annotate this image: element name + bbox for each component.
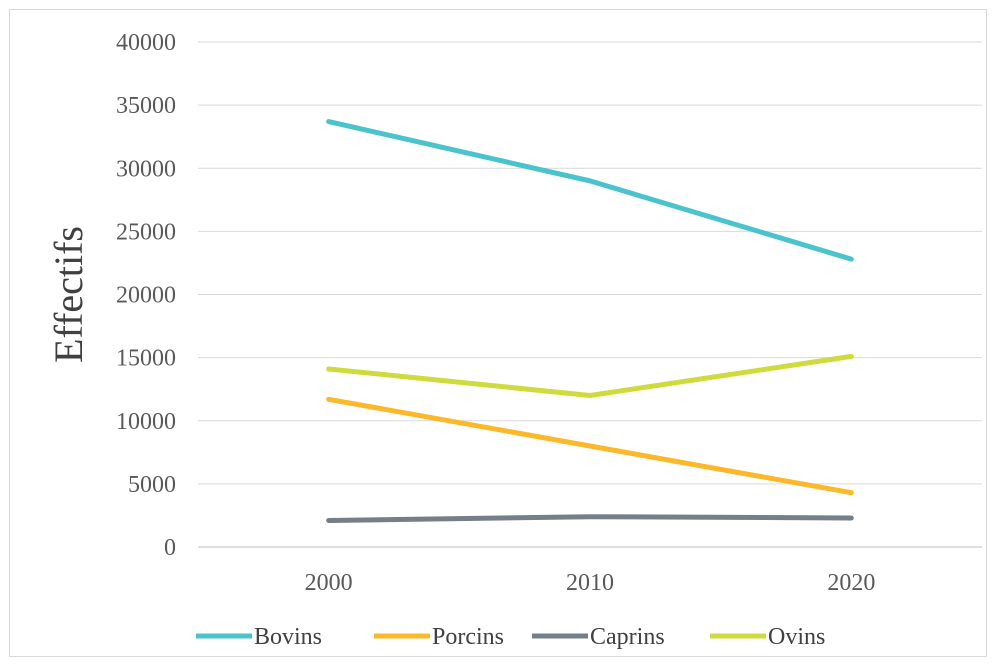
legend-label-bovins: Bovins: [254, 624, 322, 650]
legend-label-caprins: Caprins: [590, 624, 665, 650]
y-tick-label: 40000: [116, 30, 176, 56]
chart-frame: [9, 9, 987, 657]
gridlines: [198, 41, 982, 548]
y-tick-label: 30000: [116, 156, 176, 182]
series-line-bovins: [326, 119, 854, 262]
series-lines: [326, 119, 854, 523]
y-tick-label: 15000: [116, 346, 176, 372]
y-tick-label: 0: [164, 535, 176, 561]
y-tick-label: 20000: [116, 283, 176, 309]
legend-label-porcins: Porcins: [432, 624, 504, 650]
y-axis-title: Effectifs: [46, 226, 91, 363]
y-tick-label: 35000: [116, 93, 176, 119]
y-tick-label: 25000: [116, 219, 176, 245]
y-tick-label: 5000: [128, 472, 176, 498]
x-tick-label: 2000: [305, 570, 353, 596]
x-tick-label: 2020: [827, 570, 875, 596]
x-tick-label: 2010: [566, 570, 614, 596]
y-axis-ticks: 0 5000 10000 15000 20000 25000 30000 35000 40000: [116, 30, 176, 561]
x-axis-ticks: 2000 2010 2020: [305, 570, 876, 596]
series-line-porcins: [326, 396, 854, 496]
series-line-ovins: [326, 353, 854, 398]
legend: Bovins Porcins Caprins Ovins: [196, 624, 825, 650]
legend-label-ovins: Ovins: [768, 624, 825, 650]
series-line-caprins: [326, 514, 854, 523]
y-tick-label: 10000: [116, 409, 176, 435]
